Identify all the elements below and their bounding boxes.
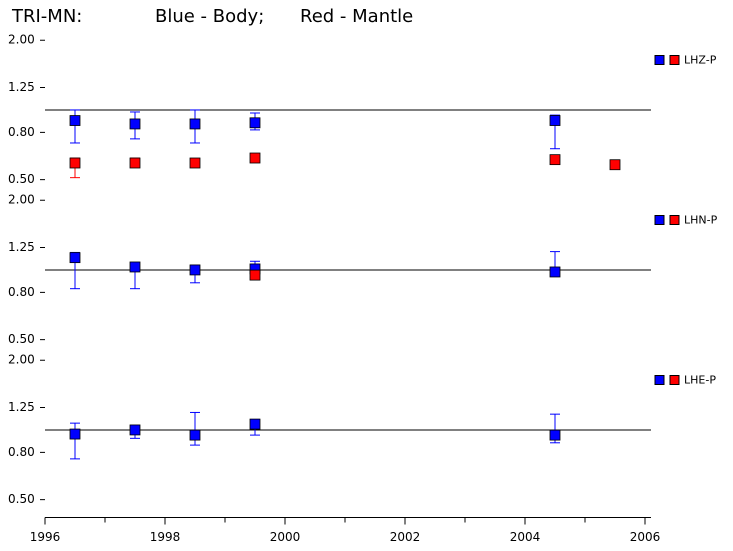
x-tick-label: 2004: [510, 530, 541, 544]
y-tick-label: 2.00: [8, 33, 35, 47]
point: [69, 252, 81, 264]
y-tick-label: 0.80: [8, 285, 35, 299]
legend-label: LHE-P: [684, 374, 716, 387]
legend-swatch: [669, 375, 680, 385]
error-bar: [70, 422, 80, 460]
point: [549, 266, 561, 278]
error-bar: [70, 109, 80, 144]
point: [129, 157, 141, 169]
point: [69, 115, 81, 126]
x-tick-label: 2002: [390, 530, 421, 544]
x-tick-label: 2000: [270, 530, 301, 544]
point: [549, 429, 561, 441]
legend-swatch: [654, 375, 665, 385]
point: [249, 269, 261, 281]
point: [189, 429, 201, 441]
x-tick-label: 1996: [30, 530, 61, 544]
point: [249, 152, 261, 164]
point: [189, 264, 201, 276]
y-tick-label: 0.50: [8, 332, 35, 346]
y-tick-label: 0.50: [8, 172, 35, 186]
y-tick-label: 1.25: [8, 240, 35, 254]
legend-swatch: [669, 55, 680, 65]
legend-label: LHN-P: [684, 214, 718, 227]
point: [189, 157, 201, 169]
legend-swatch: [654, 55, 665, 65]
y-tick-label: 0.80: [8, 125, 35, 139]
title-part: TRI-MN:: [11, 6, 82, 27]
point: [69, 157, 81, 169]
point: [549, 154, 561, 166]
point: [189, 118, 201, 130]
point: [129, 261, 141, 273]
legend-swatch: [669, 215, 680, 225]
point: [609, 159, 621, 171]
point: [129, 424, 141, 436]
y-tick-label: 2.00: [8, 353, 35, 367]
y-tick-label: 0.80: [8, 445, 35, 459]
title-part: Blue - Body;: [155, 6, 264, 27]
point: [549, 115, 561, 126]
legend-label: LHZ-P: [684, 54, 717, 67]
point: [69, 428, 81, 440]
x-tick-label: 2006: [630, 530, 661, 544]
y-tick-label: 0.50: [8, 492, 35, 506]
legend-swatch: [654, 215, 665, 225]
y-tick-label: 2.00: [8, 193, 35, 207]
point: [249, 418, 261, 430]
point: [249, 117, 261, 129]
title-part: Red - Mantle: [300, 6, 413, 27]
x-tick-label: 1998: [150, 530, 181, 544]
y-tick-label: 1.25: [8, 80, 35, 94]
y-tick-label: 1.25: [8, 400, 35, 414]
point: [129, 118, 141, 130]
